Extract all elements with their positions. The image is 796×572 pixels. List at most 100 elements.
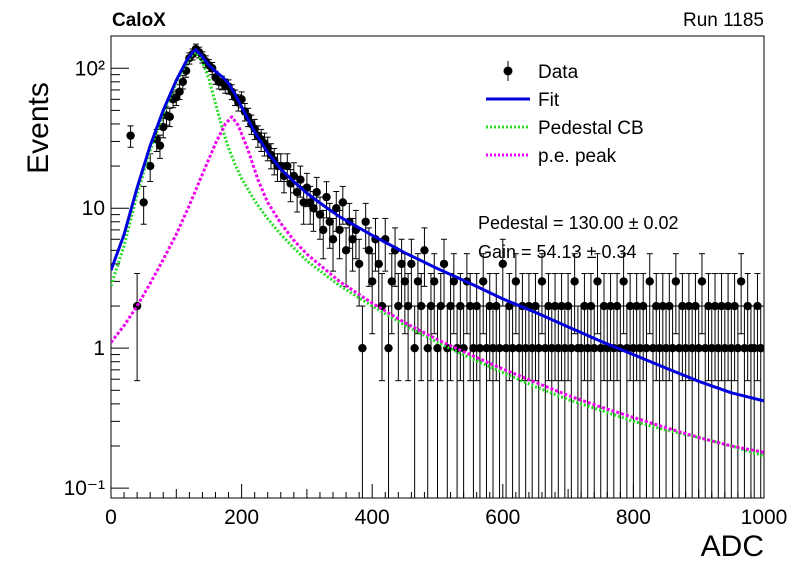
data-point	[309, 204, 318, 213]
data-point	[361, 217, 370, 226]
data-point	[736, 277, 746, 286]
fit-result-pedestal: Pedestal = 130.00 ± 0.02	[478, 213, 679, 233]
data-point	[319, 225, 328, 235]
data-point	[717, 301, 726, 311]
data-point	[299, 198, 308, 207]
data-point	[704, 301, 713, 311]
data-point	[638, 301, 648, 311]
data-point	[139, 198, 148, 207]
data-point	[750, 343, 759, 353]
data-point	[315, 210, 325, 219]
data-point	[743, 301, 752, 311]
data-point	[482, 343, 491, 353]
x-tick-label: 0	[105, 506, 117, 529]
data-point	[126, 131, 135, 140]
data-point	[488, 343, 498, 353]
data-point	[596, 343, 605, 353]
data-point	[397, 259, 406, 269]
data-point	[439, 259, 449, 269]
y-tick-label: 10	[82, 197, 105, 220]
data-point	[586, 301, 596, 311]
data-point	[687, 343, 697, 353]
data-point	[403, 301, 413, 311]
data-point	[475, 343, 485, 353]
data-point	[550, 301, 560, 311]
x-tick-label: 800	[616, 506, 651, 529]
fit-result-gain: Gain = 54.13 ± 0.34	[478, 242, 637, 262]
data-point	[479, 277, 488, 286]
data-point	[645, 277, 654, 286]
data-point	[325, 217, 334, 226]
data-point	[554, 343, 563, 353]
legend-label: Fit	[538, 90, 560, 111]
data-point	[697, 277, 707, 286]
data-point	[612, 301, 622, 311]
data-point	[710, 301, 720, 311]
data-point	[423, 343, 432, 353]
data-point	[544, 301, 553, 311]
p-e-peak-curve	[111, 115, 764, 454]
data-point	[727, 343, 736, 353]
data-point	[527, 343, 537, 353]
data-point	[145, 161, 155, 171]
x-axis-title: ADC	[701, 530, 764, 563]
data-point	[681, 343, 690, 353]
x-tick-label: 1000	[741, 506, 788, 529]
data-point	[501, 343, 511, 353]
data-point	[534, 343, 543, 353]
data-point	[283, 161, 292, 171]
fit-curve	[111, 48, 764, 403]
data-point	[472, 301, 481, 311]
data-point	[433, 343, 442, 353]
data-point	[576, 343, 586, 353]
data-point	[671, 277, 681, 286]
data-point	[674, 343, 684, 353]
data-point	[580, 301, 589, 311]
data-point	[701, 343, 710, 353]
data-point	[175, 87, 184, 96]
data-point	[733, 343, 743, 353]
legend: Data Fit Pedestal CB p.e. peak	[486, 61, 644, 167]
data-point	[642, 343, 651, 353]
axis-ticks: 0 200 400 600 800 1000 10⁻¹ 1 10 10²	[64, 57, 788, 529]
data-point	[465, 301, 475, 311]
y-axis-title: Events	[22, 82, 55, 174]
data-point	[354, 259, 364, 269]
data-point	[387, 277, 396, 286]
data-point	[756, 343, 764, 353]
x-tick-label: 200	[224, 506, 259, 529]
data-point	[322, 192, 331, 202]
data-point	[531, 301, 540, 311]
x-tick-label: 600	[485, 506, 520, 529]
data-point	[155, 141, 165, 150]
data-point	[648, 343, 658, 353]
data-point	[416, 301, 426, 311]
data-point	[514, 343, 524, 353]
pedestal-cb-curve	[111, 50, 764, 458]
data-point	[541, 343, 550, 353]
legend-label: Data	[538, 62, 579, 83]
data-point	[599, 301, 609, 311]
data-point	[629, 343, 638, 353]
data-point	[694, 343, 703, 353]
data-point	[364, 246, 374, 255]
data-point	[328, 235, 338, 244]
legend-label: Pedestal CB	[538, 118, 644, 139]
data-point	[606, 301, 615, 311]
data-point	[292, 188, 302, 197]
data-point	[593, 277, 602, 286]
data-point	[430, 277, 439, 286]
data-point	[658, 301, 667, 311]
data-point	[753, 301, 762, 311]
data-point	[537, 277, 547, 286]
data-point	[655, 343, 664, 353]
data-point	[714, 343, 723, 353]
data-point	[632, 301, 641, 311]
legend-label: p.e. peak	[538, 146, 617, 167]
data-point	[740, 343, 749, 353]
data-point	[521, 343, 530, 353]
data-point	[511, 277, 521, 286]
legend-marker-data	[503, 66, 513, 76]
data-point	[619, 277, 628, 286]
